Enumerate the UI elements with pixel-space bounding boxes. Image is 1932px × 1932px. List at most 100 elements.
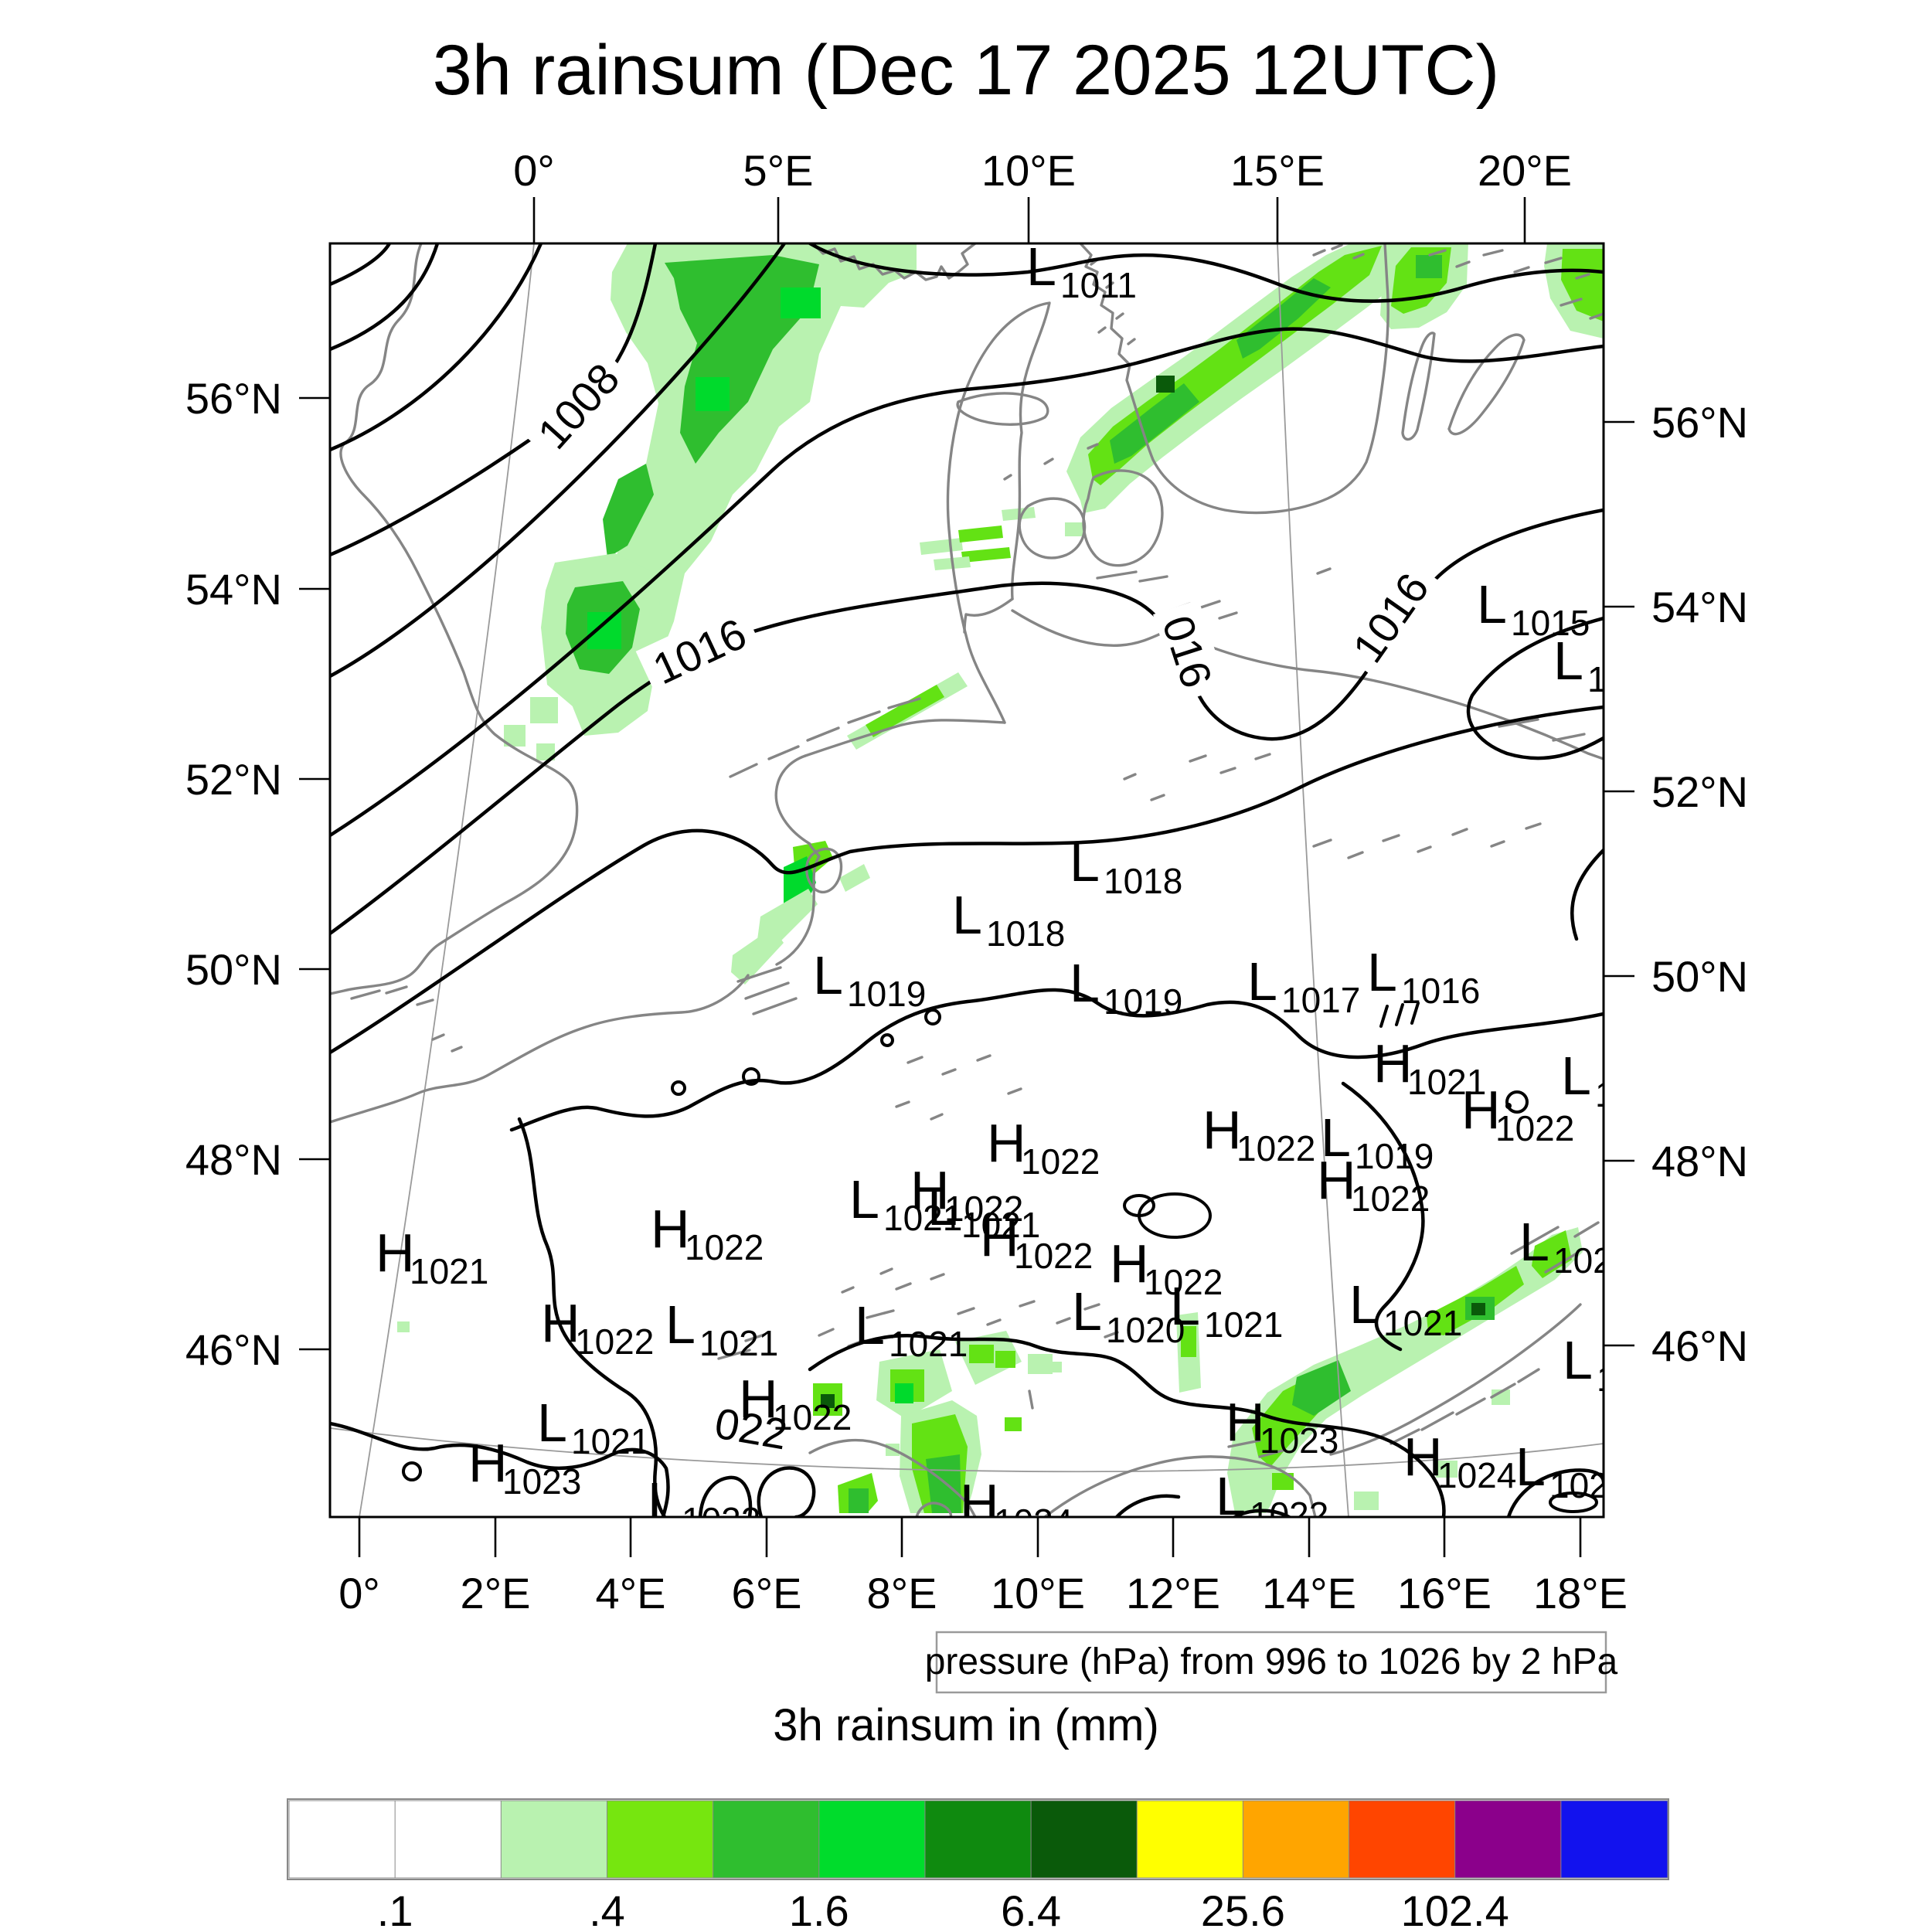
pressure-marker-l1019: L 1019: [1070, 953, 1182, 1022]
pressure-marker-l1021: L 1021: [1170, 1276, 1283, 1345]
pressure-value: 1022: [1549, 1465, 1628, 1505]
colorbar-border: [287, 1798, 1669, 1880]
pressure-letter: L: [1553, 631, 1583, 691]
pressure-marker-l10: L 10: [1553, 631, 1604, 699]
pressure-letter: H: [980, 1207, 1019, 1267]
isobars: [330, 243, 1604, 1517]
right-axis-label: 52°N: [1651, 767, 1748, 816]
pressure-value: 1019: [847, 974, 926, 1014]
legend-tick-label: 6.4: [1001, 1886, 1061, 1932]
bottom-axis-label: 4°E: [596, 1569, 666, 1617]
pressure-marker-l1016: L 1016: [1367, 942, 1480, 1011]
pressure-marker-l1021: L 1021: [927, 1176, 1040, 1245]
isobar-label-mask: [1335, 555, 1441, 678]
pressure-value: 102: [1597, 1359, 1656, 1399]
pressure-marker-l1021: L 1021: [537, 1393, 650, 1461]
pressure-marker-l1015: L 1015: [1477, 574, 1590, 643]
colorbar-cell: [1454, 1800, 1563, 1879]
pressure-letter: H: [468, 1433, 508, 1493]
pressure-value: 1019: [1104, 981, 1182, 1022]
pressure-value: 1023: [502, 1461, 581, 1502]
colorbar-cell: [924, 1800, 1032, 1879]
colorbar-cell: [394, 1800, 502, 1879]
pressure-value: 1024: [994, 1502, 1073, 1542]
pressure-value: 1021: [961, 1205, 1040, 1245]
pressure-value: 1018: [986, 913, 1065, 954]
pressure-marker-l1022: L 1022: [1519, 1212, 1604, 1281]
pressure-value: 1021: [883, 1198, 962, 1238]
pressure-marker-l1017: L 1017: [1247, 951, 1360, 1020]
pressure-letter: L: [648, 1471, 678, 1532]
coastlines: [330, 243, 1604, 1517]
pressure-value: 1021: [1407, 1062, 1486, 1102]
pressure-value: 1021: [1383, 1303, 1462, 1343]
legend-tick-label: .4: [589, 1886, 625, 1932]
pressure-marker-l102: L 102: [1563, 1330, 1656, 1399]
meridian-0E: [359, 243, 535, 1517]
pressure-value: 1021: [889, 1324, 968, 1364]
pressure-value: 101: [1595, 1074, 1655, 1114]
pressure-value: 1017: [1281, 980, 1360, 1020]
left-axis-label: 50°N: [185, 945, 282, 994]
pressure-value: 1011: [1060, 265, 1137, 305]
pressure-value: 1022: [1021, 1141, 1100, 1182]
left-axis-label: 52°N: [185, 755, 282, 804]
pressure-letter: L: [1216, 1466, 1246, 1526]
bottom-axis-label: 14°E: [1262, 1569, 1356, 1617]
pressure-letter: H: [1110, 1233, 1149, 1294]
pressure-value: 1022: [1236, 1128, 1315, 1168]
pressure-letter: L: [1072, 1281, 1102, 1342]
pressure-letter: H: [541, 1293, 580, 1353]
pressure-letter: H: [1226, 1392, 1265, 1452]
pressure-letter: L: [1519, 1212, 1549, 1272]
pressure-marker-l1018: L 1018: [1070, 832, 1182, 901]
bottom-axis-label: 16°E: [1397, 1569, 1492, 1617]
pressure-marker-l1022: L 1022: [648, 1471, 760, 1540]
bottom-axis-label: 2°E: [461, 1569, 531, 1617]
bottom-axis-label: 6°E: [732, 1569, 802, 1617]
pressure-value: 1022: [682, 1500, 760, 1540]
colorbar-cell: [1349, 1800, 1457, 1879]
parallel-45N: [330, 1427, 1604, 1473]
legend-tick-label: 25.6: [1201, 1886, 1285, 1932]
right-axis-label: 48°N: [1651, 1137, 1748, 1185]
left-axis-label: 46°N: [185, 1325, 282, 1374]
pressure-letter: H: [1403, 1427, 1443, 1487]
bottom-axis-label: 18°E: [1533, 1569, 1628, 1617]
pressure-value: 1021: [1204, 1304, 1283, 1345]
pressure-value: 1022: [1351, 1179, 1430, 1219]
pressure-marker-l1021: L 1021: [855, 1295, 968, 1364]
pressure-caption: pressure (hPa) from 996 to 1026 by 2 hPa: [925, 1631, 1618, 1694]
colorbar-cell: [1030, 1800, 1138, 1879]
pressure-letter: L: [1070, 832, 1100, 893]
pressure-value: 1016: [1401, 971, 1480, 1011]
axes: 0° 5°E 10°E 15°E 20°E 0° 2°E 4°E 6°E 8°E 10°E 12°E 1…: [185, 146, 1748, 1617]
pressure-letter: L: [1563, 1330, 1593, 1390]
pressure-letter: H: [1202, 1100, 1242, 1160]
pressure-letter: L: [952, 885, 982, 945]
right-axis-label: 54°N: [1651, 583, 1748, 631]
pressure-letter: L: [1026, 236, 1056, 297]
pressure-value: 1021: [699, 1323, 778, 1363]
legend-tick-label: .1: [377, 1886, 413, 1932]
pressure-letter: H: [376, 1223, 415, 1283]
right-axis-label: 56°N: [1651, 398, 1748, 447]
pressure-letter: L: [1561, 1046, 1591, 1106]
right-axis-label: 46°N: [1651, 1321, 1748, 1370]
bottom-axis-label: 12°E: [1126, 1569, 1220, 1617]
pressure-marker-l1019: L 1019: [813, 945, 926, 1014]
bottom-axis-label: 10°E: [991, 1569, 1085, 1617]
pressure-letter: L: [1170, 1276, 1200, 1336]
pressure-value: 1021: [410, 1251, 488, 1291]
isobar-label: 1008: [519, 345, 633, 464]
pressure-value: 1022: [1014, 1236, 1093, 1276]
